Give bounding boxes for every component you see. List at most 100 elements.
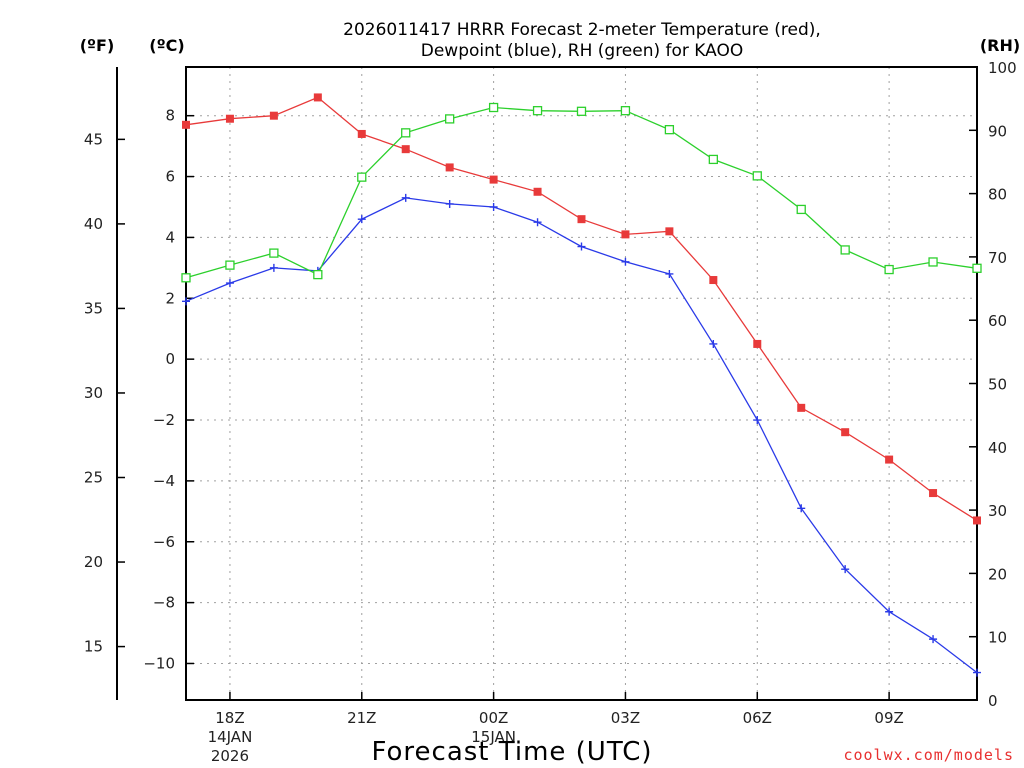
dewpoint-line [185, 197, 978, 674]
rh-point [445, 114, 455, 124]
temperature-point [753, 339, 762, 348]
fahrenheit-unit-label: (ºF) [80, 36, 115, 55]
fahrenheit-tick-label: 15 [84, 638, 103, 656]
dewpoint-point [225, 279, 234, 288]
celsius-tick-label: 8 [165, 107, 175, 125]
rh-point [752, 171, 762, 181]
dewpoint-point [445, 199, 454, 208]
rh-point [357, 172, 367, 182]
rh-point [488, 102, 499, 113]
rh-tick-label: 70 [988, 249, 1007, 267]
rh-point [532, 106, 543, 116]
temperature-point [313, 93, 322, 102]
celsius-tick-label: 6 [165, 168, 175, 186]
rh-unit-label: (RH) [980, 36, 1020, 55]
rh-point [840, 245, 850, 255]
temperature-point [885, 455, 894, 464]
rh-point [620, 106, 631, 116]
rh-point [269, 248, 279, 258]
dewpoint-point [357, 215, 366, 224]
dewpoint-point [885, 607, 894, 616]
dewpoint-point [269, 263, 278, 272]
rh-tick-label: 10 [988, 629, 1007, 647]
gridlines [186, 67, 977, 700]
temperature-point [577, 215, 586, 224]
temperature-point [533, 187, 542, 196]
fahrenheit-tick-label: 45 [84, 130, 103, 148]
x-tick-date-label: 15JAN [471, 728, 516, 746]
fahrenheit-tick-label: 25 [84, 469, 103, 487]
rh-tick-label: 80 [988, 186, 1007, 204]
dewpoint-point [973, 668, 981, 677]
rh-tick-label: 30 [988, 502, 1007, 520]
x-tick-year-label: 2026 [211, 747, 249, 765]
celsius-tick-label: −2 [153, 411, 175, 429]
x-tick-label: 21Z [347, 709, 376, 727]
rh-tick-label: 90 [988, 122, 1007, 140]
temperature-point [182, 120, 190, 129]
temperature-point [269, 111, 278, 120]
chart-title-line2: Dewpoint (blue), RH (green) for KAOO [421, 41, 744, 61]
temperature-point [929, 489, 938, 498]
rh-point [576, 106, 587, 116]
x-tick-label: 18Z [215, 709, 244, 727]
fahrenheit-tick-label: 20 [84, 553, 103, 571]
dewpoint-point [841, 565, 850, 574]
rh-tick-label: 50 [988, 376, 1007, 394]
dewpoint-point [401, 193, 410, 202]
celsius-tick-label: 0 [165, 350, 175, 368]
rh-point [181, 273, 191, 283]
dewpoint-point [709, 339, 718, 348]
dewpoint-point [797, 504, 806, 513]
temperature-point [357, 129, 366, 138]
temperature-point [841, 428, 850, 437]
fahrenheit-tick-label: 40 [84, 215, 103, 233]
data-series [181, 93, 982, 677]
rh-point [225, 260, 235, 270]
temperature-point [225, 114, 234, 123]
rh-tick-label: 20 [988, 565, 1007, 583]
dewpoint-point [489, 202, 498, 211]
celsius-tick-label: 4 [165, 228, 175, 246]
rh-line [185, 106, 978, 279]
rh-tick-label: 60 [988, 312, 1007, 330]
rh-tick-label: 40 [988, 439, 1007, 457]
temperature-point [489, 175, 498, 184]
temperature-point [445, 163, 454, 172]
temperature-point [621, 230, 630, 239]
temperature-point [401, 145, 410, 154]
temperature-point [709, 276, 718, 285]
rh-point [884, 264, 894, 275]
rh-point [972, 263, 982, 273]
celsius-tick-label: −8 [153, 594, 175, 612]
rh-point [928, 257, 938, 267]
rh-point [401, 128, 411, 138]
fahrenheit-tick-label: 30 [84, 384, 103, 402]
temperature-point [797, 403, 806, 412]
celsius-tick-label: −10 [143, 654, 175, 672]
rh-tick-label: 100 [988, 59, 1017, 77]
celsius-tick-label: −4 [153, 472, 175, 490]
dewpoint-point [621, 257, 630, 266]
credit-text: coolwx.com/models [843, 746, 1014, 764]
dewpoint-point [182, 297, 190, 306]
tick-labels: 86420−2−4−6−8−10454035302520151009080706… [84, 59, 1017, 765]
rh-point [708, 154, 718, 165]
x-tick-date-label: 14JAN [208, 728, 253, 746]
x-tick-label: 09Z [874, 709, 903, 727]
dewpoint-point [533, 218, 542, 227]
rh-point [796, 204, 806, 215]
x-tick-label: 06Z [743, 709, 772, 727]
x-tick-label: 00Z [479, 709, 508, 727]
chart-title-line1: 2026011417 HRRR Forecast 2-meter Tempera… [343, 20, 821, 40]
fahrenheit-tick-label: 35 [84, 299, 103, 317]
rh-tick-label: 0 [988, 692, 998, 710]
x-tick-label: 03Z [611, 709, 640, 727]
rh-point [313, 269, 323, 280]
celsius-unit-label: (ºC) [149, 36, 184, 55]
temperature-point [665, 227, 674, 236]
dewpoint-point [929, 635, 938, 644]
x-axis-title: Forecast Time (UTC) [371, 737, 652, 767]
dewpoint-point [753, 416, 762, 425]
